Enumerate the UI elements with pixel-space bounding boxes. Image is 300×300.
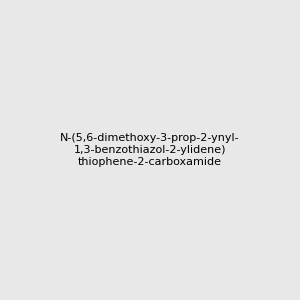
Text: N-(5,6-dimethoxy-3-prop-2-ynyl-
1,3-benzothiazol-2-ylidene)
thiophene-2-carboxam: N-(5,6-dimethoxy-3-prop-2-ynyl- 1,3-benz… bbox=[60, 134, 240, 166]
